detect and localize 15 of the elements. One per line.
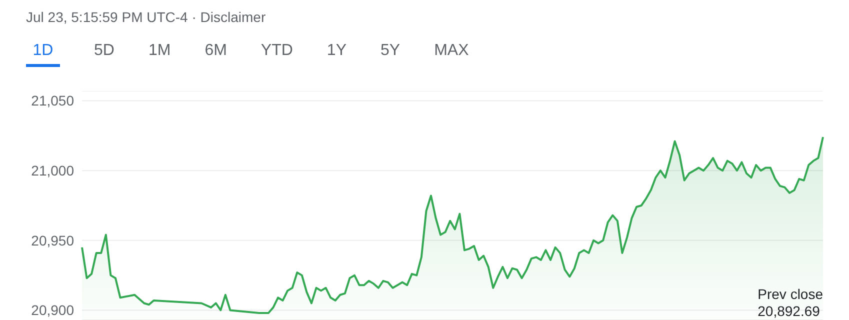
text: 1D: [26, 42, 60, 67]
text: YTD: [260, 42, 293, 61]
text: 1Y: [326, 42, 346, 61]
text: 5D: [94, 42, 114, 61]
annotation: 20,892.69: [758, 303, 821, 320]
text: 1M: [148, 42, 171, 61]
text: 6M: [204, 42, 227, 61]
y-tick-label: 20,900: [31, 302, 74, 318]
chart-subtitle: Jul 23, 5:15:59 PM UTC-4 · Disclaimer: [26, 9, 266, 25]
y-tick-label: 20,950: [31, 232, 74, 248]
text: 5Y: [380, 42, 400, 61]
y-tick-label: 21,000: [31, 162, 74, 179]
y-tick-label: 21,050: [31, 92, 74, 109]
text: MAX: [434, 42, 469, 61]
annotation: Prev close: [758, 286, 823, 303]
